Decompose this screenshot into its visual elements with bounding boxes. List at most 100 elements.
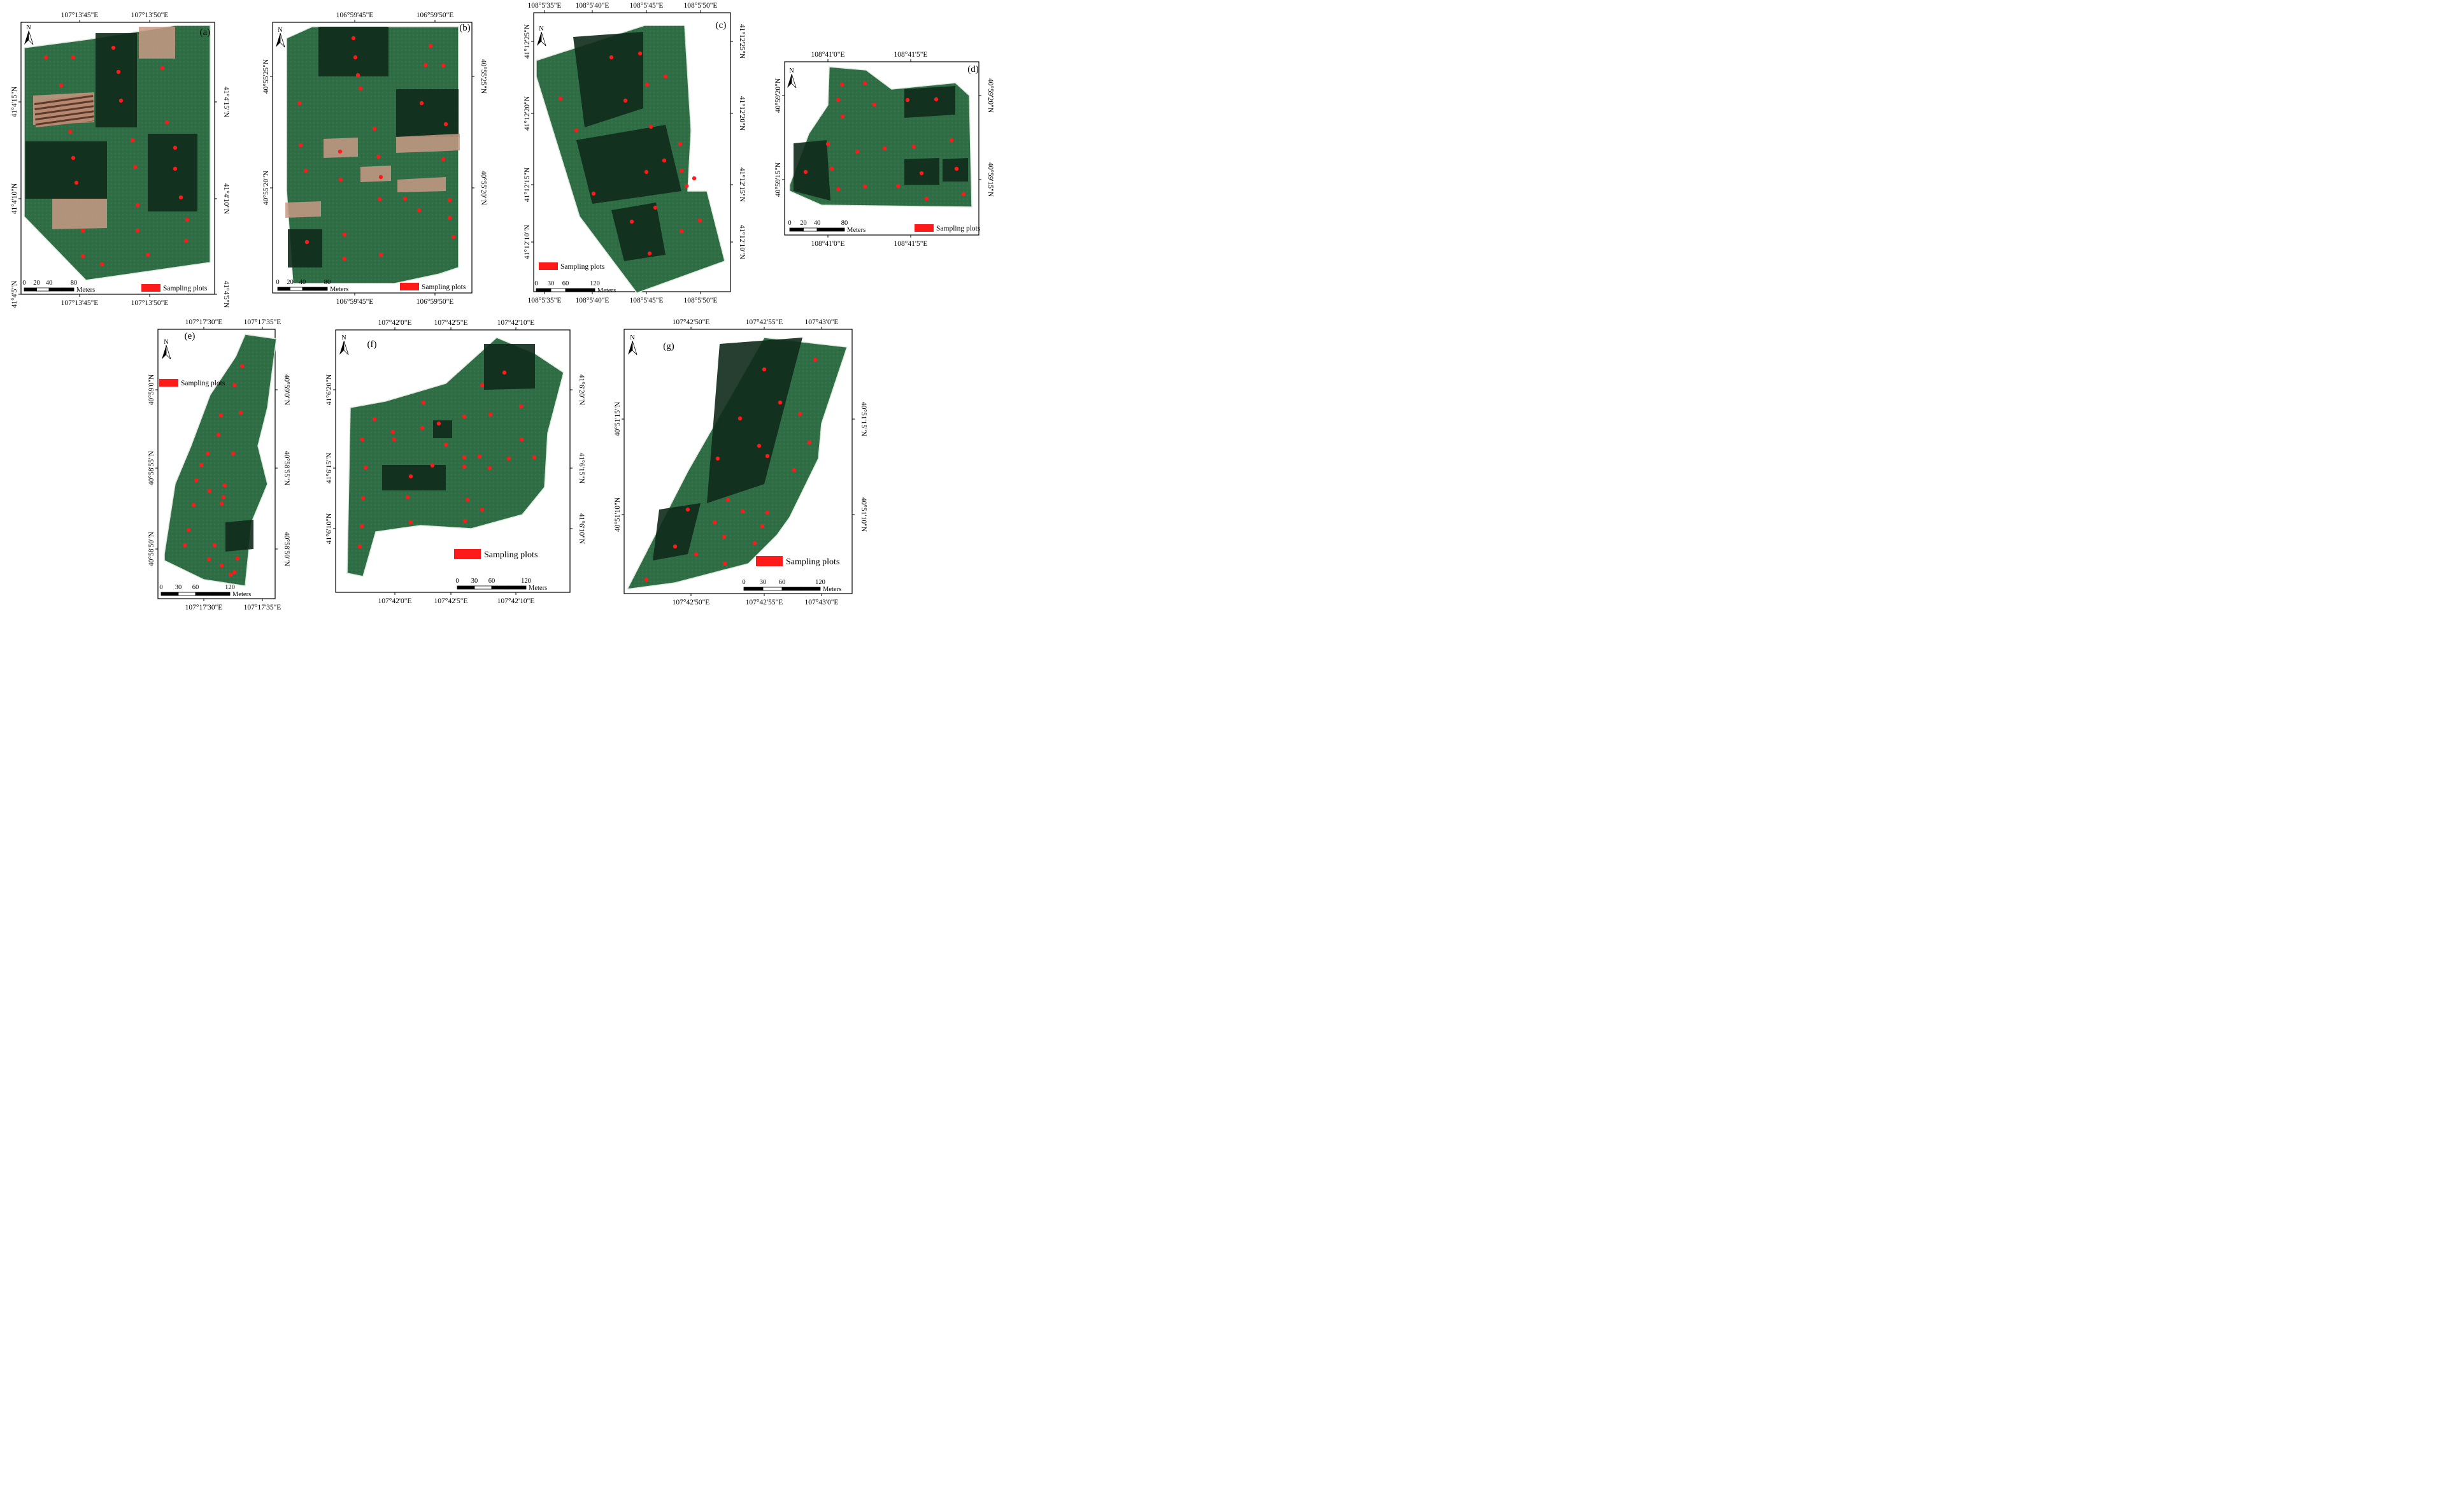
scale-tick-label: 0 <box>534 280 538 287</box>
sampling-point <box>378 252 383 257</box>
scale-bar-segment <box>743 587 764 591</box>
sampling-point <box>338 149 343 154</box>
sampling-point <box>648 124 653 129</box>
sampling-point <box>506 456 511 461</box>
scale-unit: Meters <box>330 286 348 293</box>
lat-label-right: 40°55'20"N <box>480 171 487 206</box>
scale-unit: Meters <box>597 287 616 294</box>
north-arrow-label: N <box>789 68 794 75</box>
sampling-point <box>623 98 628 103</box>
sampling-point <box>637 51 643 56</box>
sampling-point <box>408 474 413 479</box>
lat-label-left: 40°59'20"N <box>774 78 782 113</box>
sampling-point <box>212 543 217 548</box>
lat-label-right: 40°59'20"N <box>986 78 994 113</box>
map-figure: 107°13'45"E 107°13'50"E 107°13'45"E 107°13'… <box>11 2 994 611</box>
lon-label-bottom: 107°13'45"E <box>61 299 99 307</box>
legend-label: Sampling plots <box>163 285 208 292</box>
sampling-point <box>378 175 383 180</box>
sampling-point <box>762 367 767 372</box>
bare-soil-block <box>397 177 446 192</box>
sampling-point <box>235 556 240 561</box>
panel-label: (a) <box>200 27 211 38</box>
sampling-point <box>135 203 140 208</box>
scale-bar-segment <box>61 287 75 292</box>
lon-label-bottom: 107°13'50"E <box>131 299 169 307</box>
lat-label-left: 40°55'25"N <box>262 59 270 94</box>
north-arrow-icon <box>632 340 637 355</box>
lon-label-bottom: 107°42'55"E <box>746 599 783 606</box>
sampling-point <box>872 102 877 107</box>
sampling-point <box>59 83 64 88</box>
sampling-point <box>609 55 614 60</box>
scale-bar-segment <box>762 587 783 591</box>
sampling-point <box>558 96 563 101</box>
legend-label: Sampling plots <box>936 225 981 232</box>
scale-tick-label: 20 <box>800 220 807 227</box>
scale-bar-segment <box>550 288 566 292</box>
sampling-point <box>160 66 165 71</box>
sampling-point <box>405 495 410 500</box>
lon-label-bottom: 107°43'0"E <box>805 599 839 606</box>
lon-label-top: 108°5'45"E <box>630 2 664 10</box>
sampling-point <box>402 196 408 201</box>
lon-label-top: 107°43'0"E <box>805 318 839 326</box>
sampling-point <box>239 364 245 369</box>
lat-label-right: 40°51'15"N <box>860 402 867 437</box>
sampling-point <box>443 442 448 447</box>
sampling-point <box>428 43 433 48</box>
sampling-point <box>949 138 954 143</box>
scale-bar-segment <box>816 227 831 232</box>
sampling-point <box>855 149 860 154</box>
scale-tick-label: 40 <box>814 220 821 227</box>
dark-field-block <box>433 420 452 438</box>
sampling-point <box>183 238 189 243</box>
north-arrow-label: N <box>630 334 634 341</box>
sampling-point <box>377 197 382 202</box>
sampling-point <box>145 252 150 257</box>
sampling-point <box>697 218 702 223</box>
lat-label-left: 40°59'0"N <box>148 374 155 405</box>
lon-label-top: 107°42'0"E <box>378 319 412 327</box>
sampling-point <box>465 497 470 503</box>
north-arrow-icon <box>537 32 541 46</box>
sampling-point <box>725 497 730 503</box>
sampling-point <box>135 228 140 233</box>
bare-soil-block <box>360 166 391 182</box>
sampling-point <box>130 138 135 143</box>
sampling-point <box>358 86 363 91</box>
sampling-point <box>462 414 467 419</box>
sampling-point <box>488 412 493 417</box>
legend-swatch <box>159 379 178 387</box>
lat-label-right: 41°6'10"N <box>578 513 585 545</box>
lon-label-top: 106°59'50"E <box>417 11 454 19</box>
lat-label-left: 40°51'15"N <box>614 401 622 436</box>
sampling-point <box>99 262 104 267</box>
north-arrow-icon <box>339 341 344 355</box>
sampling-point <box>360 496 366 501</box>
scale-unit: Meters <box>232 591 251 598</box>
lat-label-right: 41°4'10"N <box>222 183 230 215</box>
sampling-point <box>43 55 48 60</box>
sampling-point <box>421 400 426 405</box>
sampling-point <box>408 520 413 525</box>
sampling-point <box>644 577 649 582</box>
sampling-point <box>232 383 237 388</box>
scale-bar-segment <box>580 288 595 292</box>
panel-label: (d) <box>967 64 979 75</box>
lon-label-bottom: 107°42'0"E <box>378 597 412 605</box>
sampling-point <box>807 440 812 445</box>
sampling-point <box>436 421 441 426</box>
sampling-point <box>194 478 199 483</box>
sampling-point <box>353 55 358 60</box>
sampling-point <box>813 357 818 362</box>
sampling-point <box>487 466 492 471</box>
lon-label-bottom: 108°41'5"E <box>894 240 928 248</box>
scale-bar-segment <box>36 287 50 292</box>
scale-bar-segment <box>302 287 315 291</box>
sampling-point <box>185 217 190 222</box>
sampling-point <box>477 454 482 459</box>
sampling-point <box>836 97 841 103</box>
sampling-point <box>338 177 343 182</box>
north-arrow-icon <box>162 345 166 359</box>
